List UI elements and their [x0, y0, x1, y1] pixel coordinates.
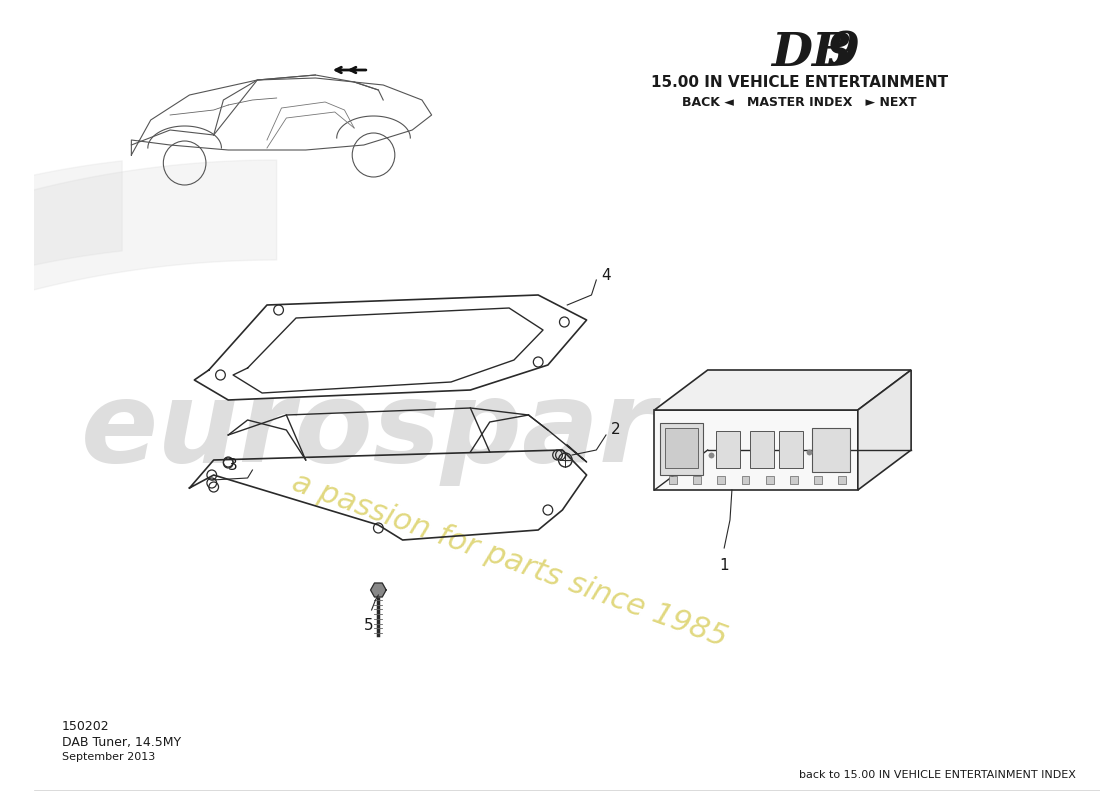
Bar: [790, 476, 798, 484]
Bar: [669, 476, 676, 484]
FancyBboxPatch shape: [780, 431, 803, 468]
Bar: [766, 476, 773, 484]
FancyBboxPatch shape: [750, 431, 773, 468]
Text: 3: 3: [228, 458, 238, 473]
Bar: [741, 476, 749, 484]
Text: a passion for parts since 1985: a passion for parts since 1985: [287, 467, 730, 653]
FancyBboxPatch shape: [666, 428, 698, 468]
Text: 2: 2: [610, 422, 620, 438]
Text: BACK ◄   MASTER INDEX   ► NEXT: BACK ◄ MASTER INDEX ► NEXT: [682, 96, 917, 109]
Text: DB: DB: [771, 30, 851, 76]
Text: back to 15.00 IN VEHICLE ENTERTAINMENT INDEX: back to 15.00 IN VEHICLE ENTERTAINMENT I…: [799, 770, 1076, 780]
Text: eurospares: eurospares: [81, 374, 801, 486]
FancyBboxPatch shape: [812, 428, 850, 472]
Bar: [814, 476, 822, 484]
Polygon shape: [654, 370, 911, 410]
Text: 9: 9: [827, 30, 860, 76]
Bar: [838, 476, 846, 484]
Polygon shape: [654, 410, 858, 490]
FancyBboxPatch shape: [660, 423, 703, 475]
Text: 15.00 IN VEHICLE ENTERTAINMENT: 15.00 IN VEHICLE ENTERTAINMENT: [651, 75, 948, 90]
Text: 150202: 150202: [62, 720, 109, 733]
Bar: [717, 476, 725, 484]
Text: 1: 1: [719, 558, 729, 573]
Text: DAB Tuner, 14.5MY: DAB Tuner, 14.5MY: [62, 736, 180, 749]
Text: 5: 5: [364, 618, 374, 633]
Bar: [693, 476, 701, 484]
Text: 4: 4: [602, 267, 610, 282]
FancyBboxPatch shape: [716, 431, 739, 468]
Polygon shape: [371, 583, 386, 597]
Polygon shape: [858, 370, 911, 490]
Text: September 2013: September 2013: [62, 752, 155, 762]
